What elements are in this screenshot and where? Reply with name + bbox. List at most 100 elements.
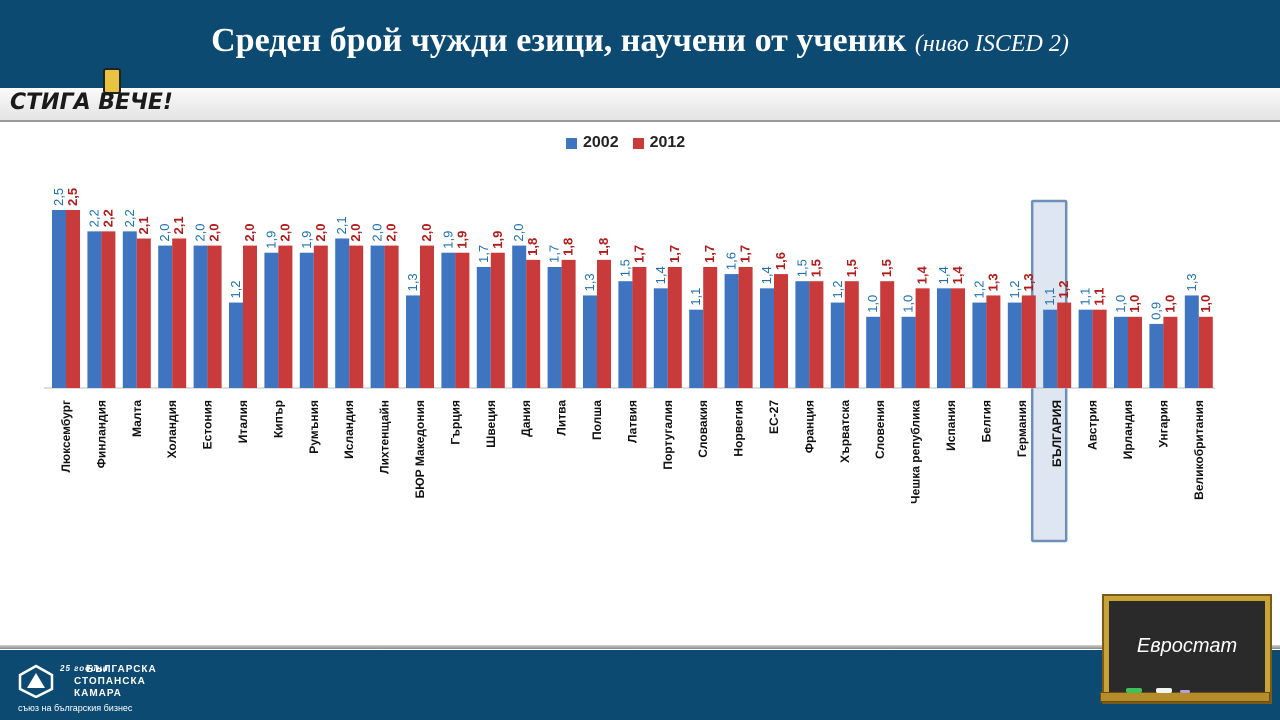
bar-2002 (937, 288, 951, 388)
category-label: Франция (802, 400, 816, 453)
category-label: Малта (130, 400, 144, 437)
data-label-2012: 1,0 (1198, 295, 1213, 313)
bar-2002 (370, 245, 385, 388)
data-label-2012: 1,7 (631, 245, 646, 263)
category-label: Белгия (979, 400, 993, 442)
data-label-2002: 2,0 (157, 224, 172, 242)
bar-2002 (52, 210, 66, 388)
bar-2002 (158, 245, 173, 388)
bar-2002 (193, 245, 208, 388)
data-label-2012: 1,8 (525, 238, 540, 256)
category-label: Хърватска (838, 400, 852, 463)
bar-2012 (207, 245, 222, 388)
data-label-2012: 1,2 (1056, 280, 1071, 298)
data-label-2012: 2,1 (171, 216, 186, 234)
data-label-2002: 2,0 (370, 224, 385, 242)
title-subtitle: (ниво ISCED 2) (914, 31, 1069, 57)
category-label: Италия (236, 400, 250, 443)
bar-2002 (1184, 295, 1199, 388)
data-label-2002: 1,1 (1042, 288, 1057, 306)
data-label-2002: 1,7 (547, 245, 562, 263)
chalkboard-ledge (1100, 692, 1270, 702)
org-years: 25 години (60, 664, 109, 673)
bar-2012 (526, 259, 541, 388)
bar-2002 (724, 274, 739, 388)
data-label-2012: 1,4 (915, 265, 930, 284)
data-label-2012: 2,1 (136, 216, 151, 234)
category-label: Испания (944, 400, 958, 451)
data-label-2002: 1,4 (759, 266, 774, 284)
data-label-2012: 2,0 (348, 224, 363, 242)
data-label-2002: 1,3 (582, 273, 597, 291)
category-label: Литва (555, 400, 569, 436)
bar-2012 (384, 245, 399, 388)
data-label-2012: 1,4 (950, 265, 965, 284)
category-label: Чешка република (909, 400, 923, 504)
source-label: Евростат (1136, 635, 1238, 657)
chalk-white-icon (1156, 688, 1172, 693)
bar-2012 (1128, 316, 1142, 388)
banner-strip (0, 88, 1280, 122)
bar-2012 (420, 245, 434, 388)
bar-2002 (299, 252, 314, 388)
page-title: Среден брой чужди езици, научени от учен… (0, 22, 1280, 60)
category-label: ЕС-27 (767, 400, 781, 434)
category-label: Австрия (1086, 400, 1100, 450)
footer-divider (0, 645, 1280, 649)
data-label-2002: 1,4 (653, 266, 668, 284)
bar-2002 (760, 288, 774, 388)
bar-2012 (597, 259, 611, 388)
bar-2002 (901, 316, 916, 388)
category-label: Швеция (484, 400, 498, 448)
category-label: Латвия (625, 400, 639, 443)
bar-2012 (844, 281, 859, 388)
data-label-2012: 1,1 (1092, 288, 1107, 306)
bar-2002 (264, 252, 279, 388)
bar-2012 (951, 288, 965, 388)
org-line-3: КАМАРА (74, 688, 122, 699)
data-label-2012: 2,0 (419, 224, 434, 242)
category-label: Естония (201, 400, 215, 449)
chart-legend: 2002 2012 (566, 133, 685, 153)
data-label-2002: 1,9 (299, 231, 314, 249)
chalk-purple-icon (1180, 690, 1190, 693)
data-label-2012: 1,9 (454, 231, 469, 249)
bar-2012 (703, 266, 718, 388)
bar-2002 (441, 252, 456, 388)
fist-logo-icon (103, 68, 121, 94)
bar-2002 (583, 295, 597, 388)
bar-2002 (1007, 302, 1022, 388)
bar-2002 (335, 238, 350, 388)
data-label-2002: 1,1 (1078, 288, 1093, 306)
data-label-2002: 1,9 (440, 231, 455, 249)
data-label-2012: 1,5 (879, 259, 894, 277)
data-label-2012: 1,7 (702, 245, 717, 263)
category-label: Германия (1015, 400, 1029, 457)
data-label-2012: 1,8 (561, 238, 576, 256)
campaign-logo: СТИГА ВЕЧЕ! (10, 90, 173, 115)
data-label-2012: 2,5 (65, 188, 80, 206)
category-label: Финландия (94, 400, 108, 468)
data-label-2002: 1,3 (405, 273, 420, 291)
bar-2012 (1021, 295, 1036, 388)
bar-2012 (632, 266, 647, 388)
bar-2012 (738, 266, 753, 388)
category-label: Исландия (342, 400, 356, 459)
data-label-2012: 1,6 (773, 252, 788, 270)
header-bar (0, 0, 1280, 88)
data-label-2012: 1,0 (1162, 295, 1177, 313)
bar-2012 (490, 252, 505, 388)
data-label-2012: 2,0 (277, 224, 292, 242)
bar-2002 (1149, 323, 1164, 388)
data-label-2002: 2,0 (511, 224, 526, 242)
data-label-2002: 1,4 (936, 266, 951, 284)
category-label: Португалия (661, 400, 675, 470)
data-label-2012: 2,0 (242, 224, 257, 242)
data-label-2012: 2,2 (100, 209, 115, 227)
data-label-2012: 2,0 (313, 224, 328, 242)
bar-2012 (349, 245, 364, 388)
data-label-2012: 1,8 (596, 238, 611, 256)
data-label-2002: 1,2 (971, 280, 986, 298)
org-tagline: съюз на българския бизнес (18, 703, 133, 713)
